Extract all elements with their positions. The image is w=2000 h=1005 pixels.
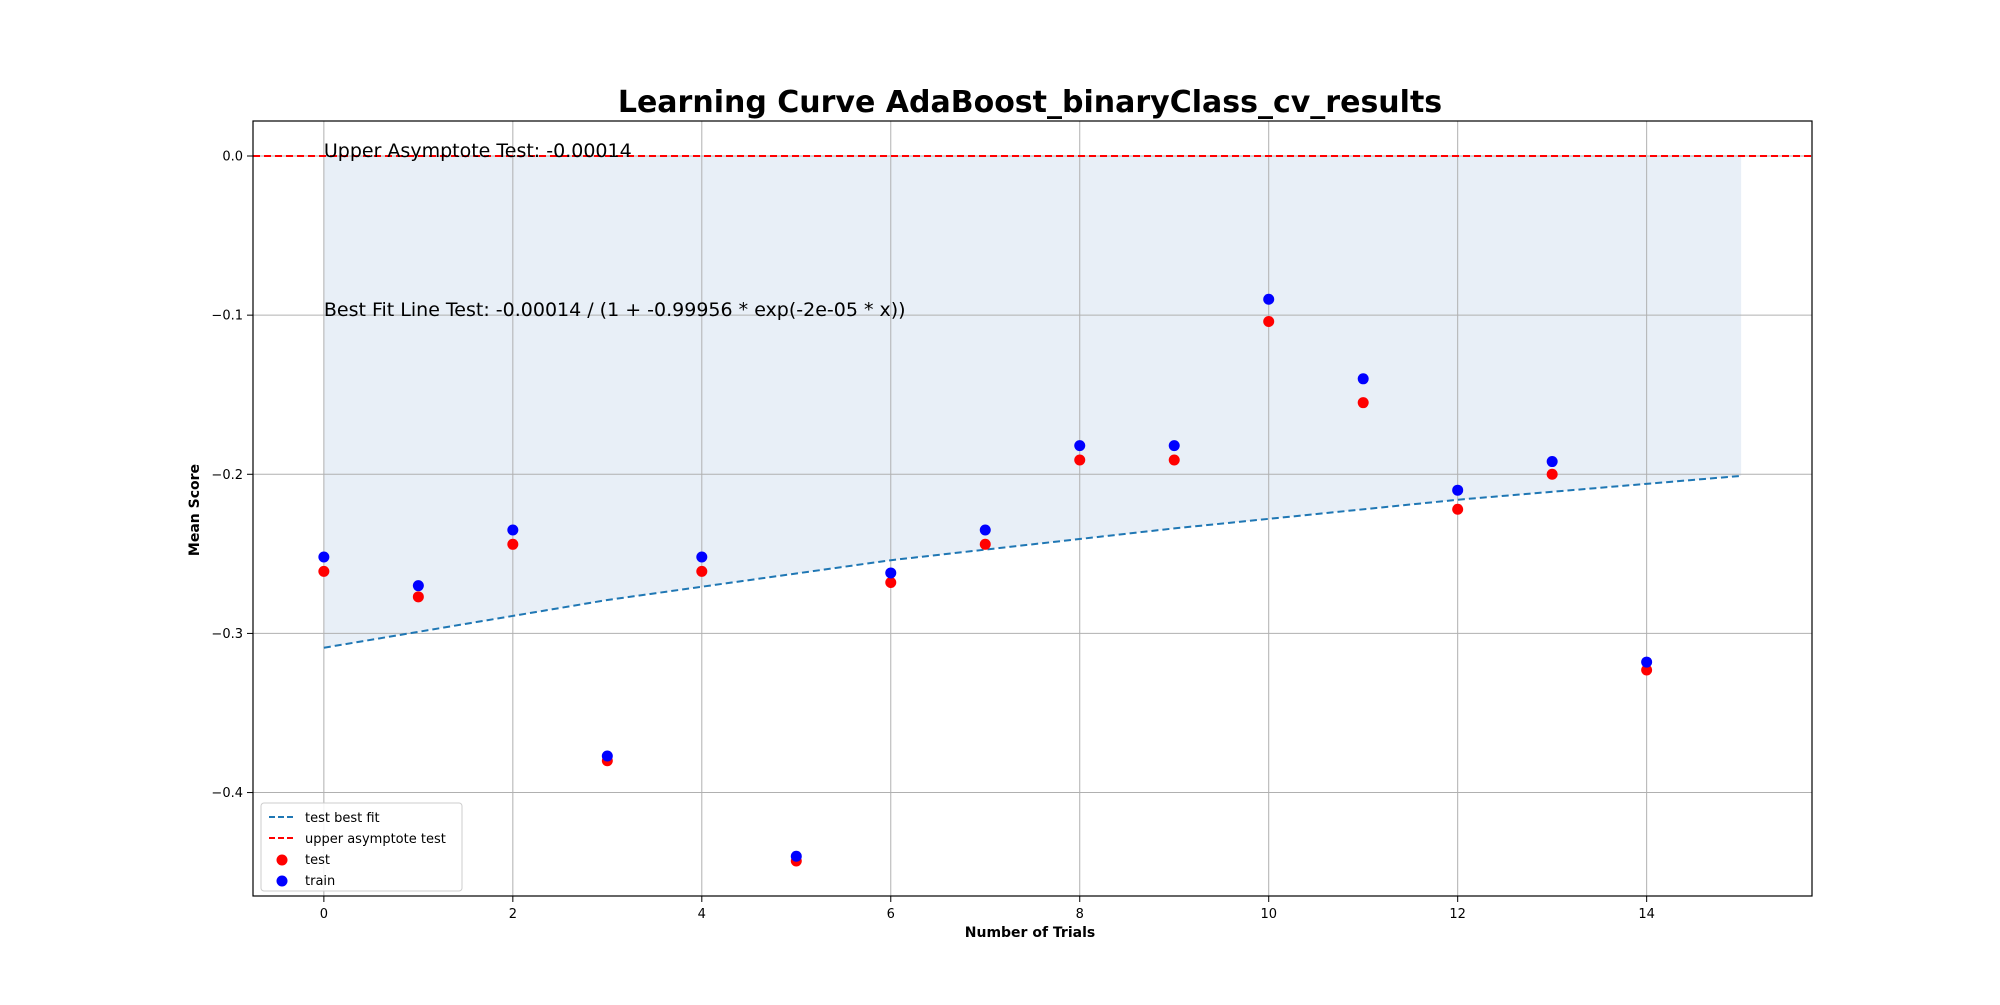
test-point bbox=[412, 591, 424, 603]
train-point bbox=[885, 567, 897, 579]
train-point bbox=[507, 524, 519, 536]
legend-label: upper asymptote test bbox=[305, 832, 446, 847]
legend-marker-swatch bbox=[276, 875, 288, 887]
test-point bbox=[1263, 316, 1275, 328]
test-point bbox=[696, 565, 708, 577]
test-point bbox=[1357, 397, 1369, 409]
fill-region bbox=[323, 156, 1742, 648]
legend: test best fit upper asymptote test test tra… bbox=[260, 802, 463, 892]
test-point bbox=[1452, 503, 1464, 515]
train-point bbox=[1357, 373, 1369, 385]
x-tick-label: 12 bbox=[1449, 907, 1466, 922]
x-tick-label: 14 bbox=[1638, 907, 1655, 922]
y-tick-label: −0.3 bbox=[211, 627, 243, 642]
legend-label: train bbox=[305, 874, 335, 889]
x-tick-label: 0 bbox=[320, 907, 328, 922]
plot-area: 0 2 4 6 8 10 12 14 0.0 −0.1 −0.2 −0.3 −0.4 Upper Asym… bbox=[211, 120, 1813, 922]
x-axis-label: Number of Trials bbox=[965, 925, 1095, 941]
x-tick-label: 6 bbox=[887, 907, 895, 922]
x-tick-label: 10 bbox=[1260, 907, 1277, 922]
train-point bbox=[1074, 440, 1086, 452]
test-point bbox=[885, 576, 897, 588]
train-point bbox=[601, 750, 613, 762]
train-point bbox=[1263, 293, 1275, 305]
test-point bbox=[1641, 664, 1653, 676]
test-point bbox=[318, 565, 330, 577]
test-point bbox=[1546, 468, 1558, 480]
test-point bbox=[507, 538, 519, 550]
train-point bbox=[1168, 440, 1180, 452]
x-tick-label: 2 bbox=[509, 907, 517, 922]
train-point bbox=[1452, 484, 1464, 496]
legend-marker-swatch bbox=[276, 854, 288, 866]
y-tick-label: −0.4 bbox=[211, 786, 243, 801]
annotation-text: Upper Asymptote Test: -0.00014 bbox=[324, 140, 632, 162]
legend-box bbox=[260, 802, 463, 892]
chart-title: Learning Curve AdaBoost_binaryClass_cv_r… bbox=[618, 85, 1442, 120]
test-point bbox=[979, 538, 991, 550]
x-tick-label: 8 bbox=[1076, 907, 1084, 922]
train-point bbox=[412, 580, 424, 592]
train-point bbox=[696, 551, 708, 563]
axes-frame bbox=[252, 120, 1813, 897]
test-point bbox=[1168, 454, 1180, 466]
y-tick-label: −0.1 bbox=[211, 309, 243, 324]
train-point bbox=[1546, 456, 1558, 468]
legend-label: test bbox=[305, 853, 330, 868]
y-tick-label: −0.2 bbox=[211, 468, 243, 483]
legend-label: test best fit bbox=[305, 811, 380, 826]
best-fit-line bbox=[323, 474, 1742, 649]
x-tick-label: 4 bbox=[698, 907, 706, 922]
annotation-text: Best Fit Line Test: -0.00014 / (1 + -0.9… bbox=[324, 299, 906, 321]
y-axis-label: Mean Score bbox=[187, 464, 203, 556]
train-point bbox=[979, 524, 991, 536]
y-tick-label: 0.0 bbox=[222, 150, 243, 165]
test-point bbox=[1074, 454, 1086, 466]
train-point bbox=[790, 850, 802, 862]
train-point bbox=[318, 551, 330, 563]
train-point bbox=[1641, 656, 1653, 668]
